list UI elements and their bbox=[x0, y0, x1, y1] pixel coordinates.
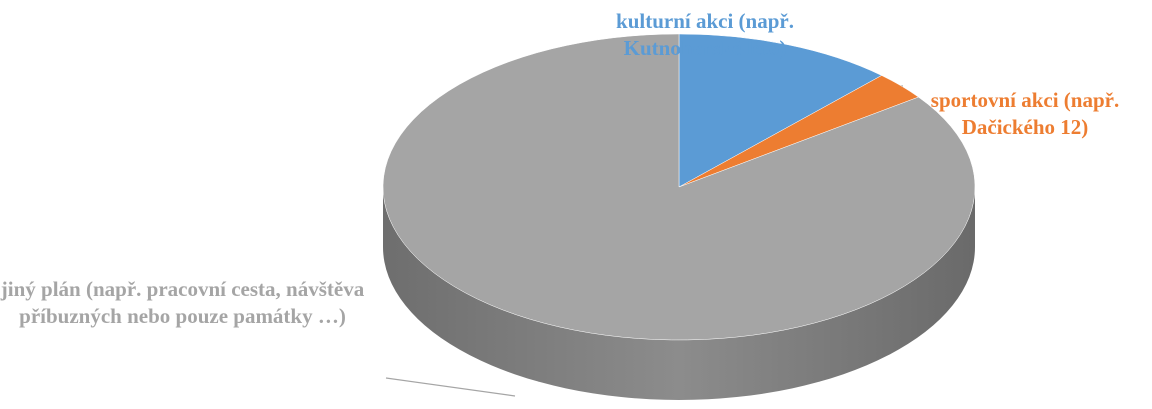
leader-line bbox=[385, 377, 516, 397]
pie-slice bbox=[382, 33, 976, 341]
pie-side bbox=[383, 187, 975, 400]
pie-slice bbox=[678, 33, 883, 188]
slice-label: sportovní akci (např. Dačického 12) bbox=[930, 88, 1120, 139]
slice-label: kulturní akci (např. Kutnohorské léto) bbox=[616, 9, 794, 60]
slice-label: jiný plán (např. pracovní cesta, návštěv… bbox=[0, 277, 365, 328]
